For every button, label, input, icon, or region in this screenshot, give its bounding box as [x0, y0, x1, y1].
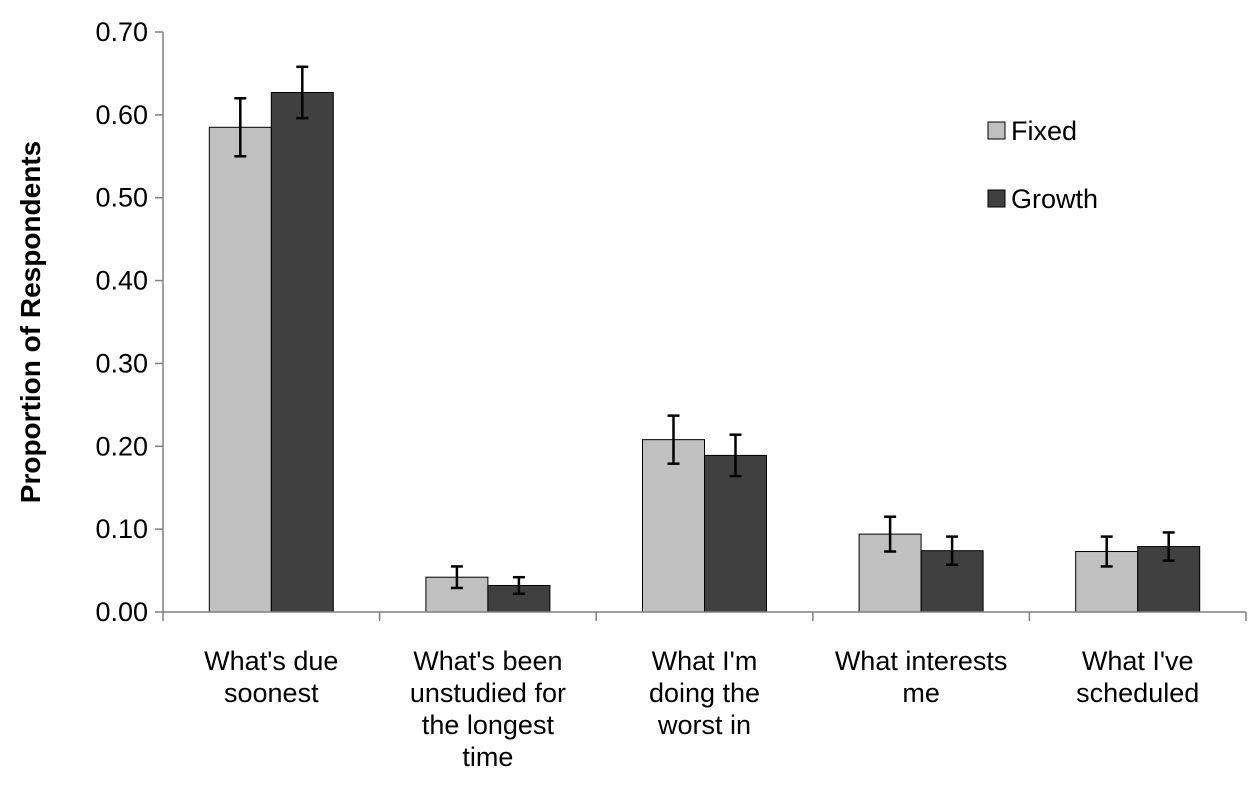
x-category-label-line: the longest [422, 710, 555, 740]
bar-fixed [642, 439, 705, 613]
y-tick-label: 0.30 [95, 348, 148, 378]
x-category-label: What's due soonest [204, 646, 338, 708]
bar-growth [704, 454, 767, 613]
x-category-label-line: What I'm [652, 646, 758, 676]
y-tick-label: 0.40 [95, 266, 148, 296]
x-category-label-line: scheduled [1076, 678, 1199, 708]
bars [208, 65, 1201, 613]
x-category-label: What interests me [835, 646, 1008, 708]
legend-label-fixed: Fixed [1011, 116, 1077, 146]
x-category-label-line: time [462, 742, 513, 772]
legend-swatch-fixed [987, 121, 1006, 140]
x-category-label-line: worst in [657, 710, 751, 740]
legend-label-growth: Growth [1011, 184, 1098, 214]
x-category-label-line: soonest [224, 678, 319, 708]
x-category-label: What I'm doing the worst in [649, 646, 760, 740]
x-category-label: What's been unstudied for the longest time [410, 646, 566, 772]
y-tick-label: 0.70 [95, 17, 148, 47]
y-axis: 0.00 0.10 0.20 0.30 0.40 0.50 0.60 0.70 [95, 17, 164, 627]
y-tick-label: 0.10 [95, 514, 148, 544]
legend: Fixed Growth [987, 116, 1098, 214]
x-category-label-line: What's been [413, 646, 562, 676]
x-category-label-line: me [902, 678, 940, 708]
y-tick-label: 0.20 [95, 431, 148, 461]
y-tick-label: 0.50 [95, 183, 148, 213]
x-category-label-line: unstudied for [410, 678, 566, 708]
legend-swatch-growth [987, 189, 1006, 208]
bar-growth [270, 91, 334, 613]
x-axis: What's due soonest What's been unstudied fo… [162, 611, 1247, 772]
y-tick-label: 0.60 [95, 100, 148, 130]
x-category-label-line: doing the [649, 678, 760, 708]
y-tick-label: 0.00 [95, 597, 148, 627]
x-category-label-line: What interests [835, 646, 1008, 676]
x-category-label: What I've scheduled [1076, 646, 1199, 708]
bar-fixed [208, 126, 272, 613]
y-axis-title: Proportion of Respondents [15, 141, 46, 503]
x-category-label-line: What I've [1082, 646, 1194, 676]
x-category-label-line: What's due [204, 646, 338, 676]
